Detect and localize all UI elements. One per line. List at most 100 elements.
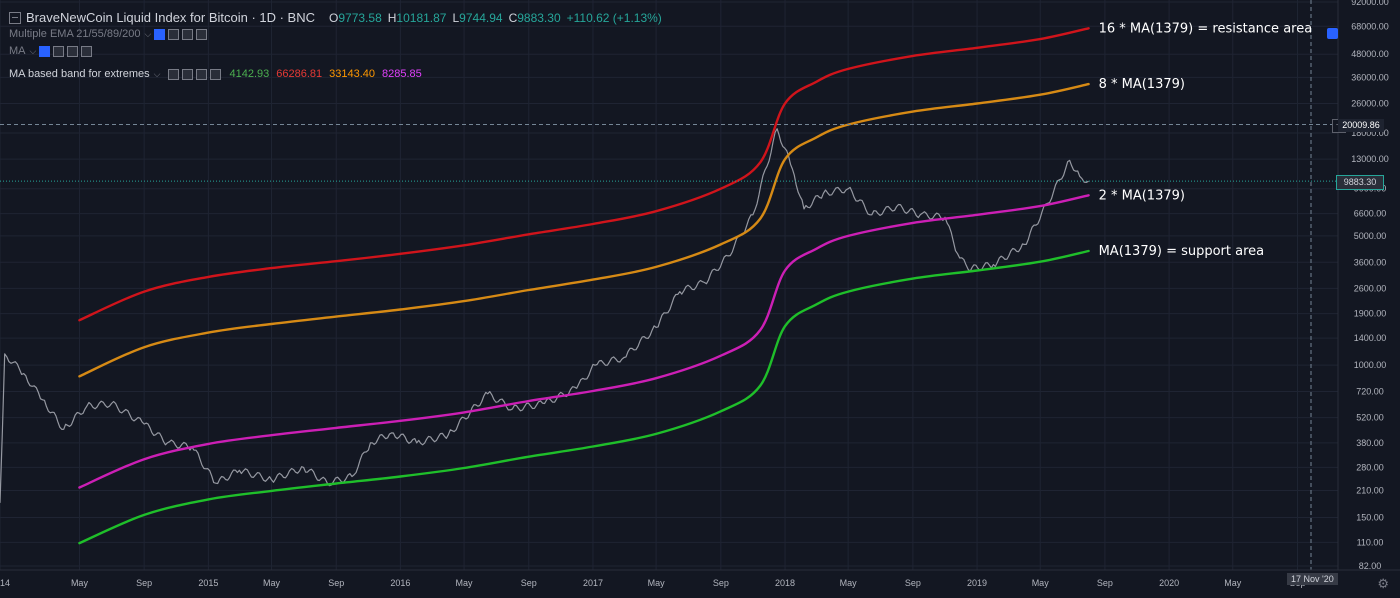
eye-icon[interactable] — [154, 28, 166, 40]
compare-icon[interactable] — [1327, 28, 1338, 39]
ema-legend[interactable]: Multiple EMA 21/55/89/200 ⌵ — [9, 28, 208, 40]
x-tick-label: 2016 — [390, 578, 410, 588]
x-tick-label: May — [840, 578, 858, 588]
ma-label: MA — [9, 45, 26, 57]
x-tick-label: Sep — [328, 578, 344, 588]
band-value-2x: 8285.85 — [382, 68, 422, 80]
x-tick-label: May — [1224, 578, 1242, 588]
y-tick-label: 110.00 — [1357, 537, 1384, 547]
y-tick-label: 92000.00 — [1351, 0, 1389, 7]
ma-legend[interactable]: MA ⌵ — [9, 45, 93, 57]
high-value: 10181.87 — [396, 10, 447, 25]
band-value-ma: 4142.93 — [229, 68, 270, 80]
annotation-label: 8 * MA(1379) — [1099, 77, 1185, 92]
x-tick-label: Sep — [1097, 578, 1113, 588]
x-tick-label: Sep — [136, 578, 152, 588]
format-icon[interactable] — [67, 45, 79, 57]
collapse-icon[interactable] — [9, 11, 21, 24]
series-price — [0, 128, 1089, 503]
grid — [0, 0, 1338, 570]
x-tick-label: 2015 — [198, 578, 218, 588]
format-icon[interactable] — [196, 68, 208, 80]
x-tick-label: May — [648, 578, 666, 588]
y-tick-label: 82.00 — [1359, 561, 1382, 571]
y-tick-label: 18000.00 — [1351, 128, 1389, 138]
symbol-title: BraveNewCoin Liquid Index for Bitcoin · … — [26, 10, 316, 25]
y-tick-label: 26000.00 — [1351, 98, 1389, 108]
y-tick-label: 6600.00 — [1354, 209, 1387, 219]
y-tick-label: 520.00 — [1356, 413, 1384, 423]
y-tick-label: 1900.00 — [1354, 309, 1387, 319]
x-tick-label: 2017 — [583, 578, 603, 588]
y-tick-label: 2600.00 — [1354, 283, 1387, 293]
series-line-3 — [78, 249, 1090, 545]
settings-icon[interactable] — [168, 28, 180, 40]
crosshair-date-label: 17 Nov '20 — [1287, 573, 1338, 585]
settings-icon[interactable] — [53, 45, 65, 57]
x-tick-label: May — [263, 578, 281, 588]
close-key: C — [508, 10, 518, 25]
annotations: 16 * MA(1379) = resistance area 8 * MA(13… — [1099, 21, 1313, 259]
change-value: +110.62 (+1.13%) — [566, 10, 662, 25]
y-tick-label: 720.00 — [1356, 387, 1384, 397]
crosshair-price-label: 20009.86 — [1338, 119, 1384, 132]
y-tick-label: 1400.00 — [1354, 333, 1387, 343]
low-value: 9744.94 — [459, 10, 503, 25]
settings-icon[interactable] — [182, 68, 194, 80]
band-value-16x: 66286.81 — [276, 68, 323, 80]
gear-icon[interactable]: ⚙ — [1377, 576, 1389, 591]
price-candles — [0, 128, 1089, 503]
series-line-2 — [78, 194, 1090, 489]
low-key: L — [452, 10, 460, 25]
close-icon[interactable] — [196, 28, 208, 40]
series-line-1 — [78, 82, 1090, 378]
close-icon[interactable] — [210, 68, 222, 80]
price-axis-bg — [1338, 0, 1400, 598]
chevron-down-icon[interactable]: ⌵ — [153, 68, 161, 79]
band-label: MA based band for extremes — [9, 68, 150, 80]
crosshair — [0, 0, 1338, 570]
high-key: H — [387, 10, 397, 25]
x-tick-label: May — [456, 578, 474, 588]
y-tick-label: 280.00 — [1356, 462, 1384, 472]
format-icon[interactable] — [182, 28, 194, 40]
open-value: 9773.58 — [338, 10, 382, 25]
annotation-label: 16 * MA(1379) = resistance area — [1099, 21, 1313, 36]
price-axis[interactable]: 92000.00 68000.00 48000.00 36000.00 26000.00… — [1337, 0, 1400, 598]
y-tick-label: 13000.00 — [1351, 154, 1389, 164]
x-tick-label: 2014 — [0, 578, 10, 588]
series-line-0 — [78, 27, 1090, 322]
y-tick-label: 36000.00 — [1351, 72, 1389, 82]
chevron-down-icon[interactable]: ⌵ — [144, 28, 152, 39]
current-price-label: 9883.30 — [1336, 175, 1384, 190]
y-tick-label: 1000.00 — [1354, 360, 1387, 370]
band-legend[interactable]: MA based band for extremes ⌵ 4142.93 662… — [9, 68, 422, 80]
annotation-label: MA(1379) = support area — [1099, 244, 1265, 259]
x-tick-label: 2020 — [1159, 578, 1179, 588]
y-tick-label: 68000.00 — [1351, 21, 1389, 31]
band-value-8x: 33143.40 — [329, 68, 376, 80]
y-tick-label: 210.00 — [1356, 485, 1384, 495]
y-tick-label: 48000.00 — [1351, 49, 1389, 59]
x-tick-label: May — [71, 578, 89, 588]
chevron-down-icon[interactable]: ⌵ — [29, 45, 37, 56]
ma-bands — [78, 27, 1090, 545]
x-tick-label: Sep — [521, 578, 537, 588]
x-tick-label: Sep — [713, 578, 729, 588]
eye-icon[interactable] — [39, 45, 51, 57]
annotation-label: 2 * MA(1379) — [1099, 188, 1185, 203]
x-tick-label: 2019 — [967, 578, 987, 588]
close-value: 9883.30 — [517, 10, 561, 25]
x-tick-label: Sep — [905, 578, 921, 588]
y-tick-label: 150.00 — [1356, 513, 1384, 523]
y-tick-label: 380.00 — [1356, 438, 1384, 448]
y-tick-label: 5000.00 — [1354, 231, 1387, 241]
close-icon[interactable] — [81, 45, 93, 57]
symbol-legend: BraveNewCoin Liquid Index for Bitcoin · … — [9, 10, 662, 25]
ema-label: Multiple EMA 21/55/89/200 — [9, 28, 141, 40]
x-tick-label: 2018 — [775, 578, 795, 588]
x-tick-label: May — [1032, 578, 1050, 588]
eye-icon[interactable] — [168, 68, 180, 80]
